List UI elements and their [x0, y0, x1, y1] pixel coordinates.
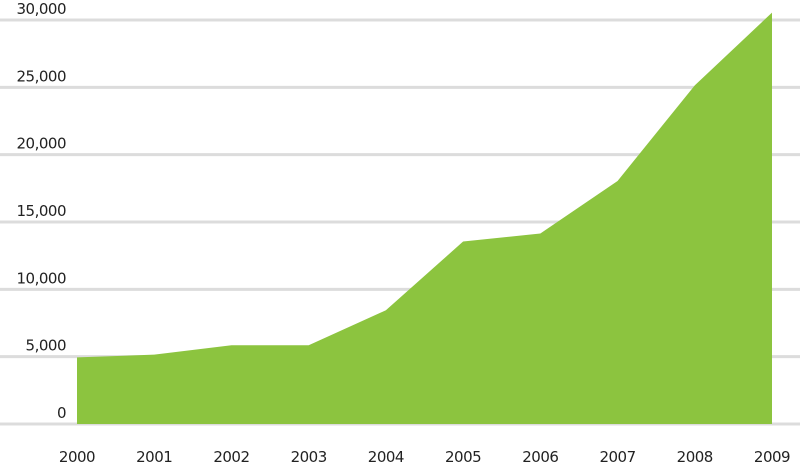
- y-tick-label: 20,000: [17, 135, 67, 153]
- y-tick-label: 5,000: [26, 337, 66, 355]
- y-tick-label: 25,000: [17, 67, 67, 85]
- y-tick-label: 10,000: [17, 269, 67, 287]
- x-tick-label: 2004: [368, 448, 404, 466]
- area-fill: [77, 12, 772, 424]
- x-tick-label: 2005: [445, 448, 481, 466]
- x-tick-label: 2008: [677, 448, 713, 466]
- x-tick-label: 2001: [136, 448, 172, 466]
- x-tick-label: 2000: [59, 448, 95, 466]
- area-series: [77, 12, 772, 424]
- x-tick-label: 2003: [291, 448, 327, 466]
- x-tick-label: 2006: [522, 448, 558, 466]
- y-tick-label: 0: [57, 404, 66, 422]
- x-tick-label: 2009: [754, 448, 790, 466]
- x-tick-label: 2007: [599, 448, 635, 466]
- y-axis-ticks: 0 5,000 10,000 15,000 20,000 25,000 30,000: [17, 0, 67, 422]
- y-tick-label: 15,000: [17, 202, 67, 220]
- x-axis-ticks: 2000 2001 2002 2003 2004 2005 2006 2007 2008 2009: [59, 448, 791, 466]
- x-tick-label: 2002: [213, 448, 249, 466]
- y-tick-label: 30,000: [17, 0, 67, 18]
